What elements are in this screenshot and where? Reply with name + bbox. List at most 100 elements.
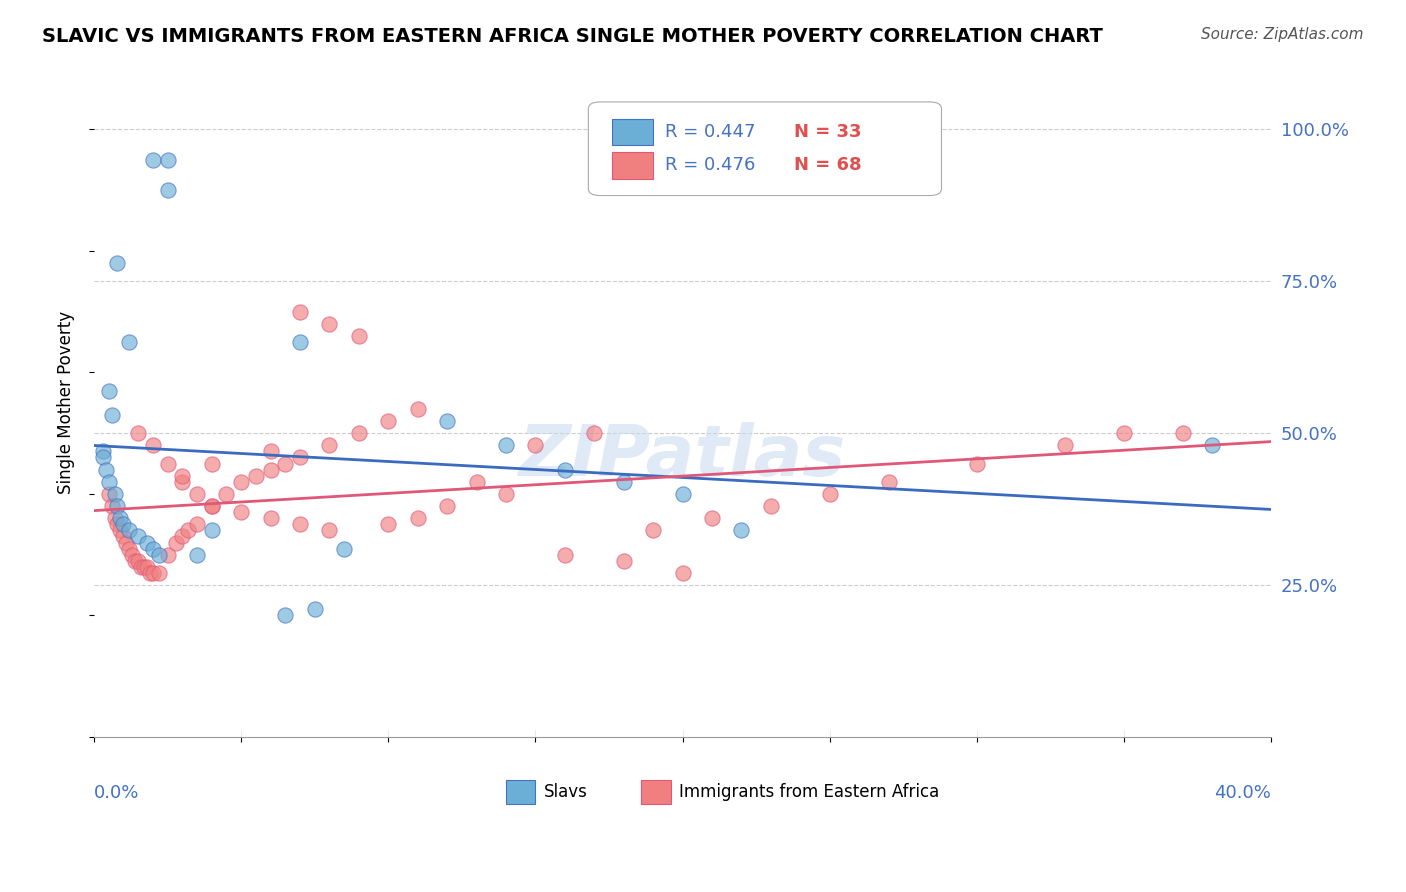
Immigrants from Eastern Africa — [288, 450, 311, 465]
Immigrants from Eastern Africa — [172, 468, 194, 483]
Immigrants from Eastern Africa — [121, 548, 143, 562]
Text: Slavs: Slavs — [544, 783, 588, 801]
Slavs — [436, 414, 458, 428]
Immigrants from Eastern Africa — [97, 487, 120, 501]
Immigrants from Eastern Africa — [201, 499, 224, 513]
Slavs — [127, 529, 149, 543]
Immigrants from Eastern Africa — [318, 524, 340, 538]
Immigrants from Eastern Africa — [245, 468, 267, 483]
Immigrants from Eastern Africa — [186, 517, 208, 532]
Immigrants from Eastern Africa — [215, 487, 238, 501]
Immigrants from Eastern Africa — [129, 559, 152, 574]
Immigrants from Eastern Africa — [377, 414, 399, 428]
Text: N = 68: N = 68 — [794, 156, 862, 175]
Immigrants from Eastern Africa — [1171, 426, 1194, 441]
Immigrants from Eastern Africa — [110, 524, 132, 538]
Slavs — [554, 462, 576, 476]
Slavs — [142, 153, 165, 167]
Immigrants from Eastern Africa — [1112, 426, 1135, 441]
Immigrants from Eastern Africa — [259, 511, 281, 525]
Immigrants from Eastern Africa — [103, 511, 125, 525]
Immigrants from Eastern Africa — [112, 529, 135, 543]
Immigrants from Eastern Africa — [127, 426, 149, 441]
Immigrants from Eastern Africa — [229, 475, 252, 489]
Slavs — [333, 541, 356, 556]
Immigrants from Eastern Africa — [107, 517, 129, 532]
Immigrants from Eastern Africa — [318, 317, 340, 331]
Text: SLAVIC VS IMMIGRANTS FROM EASTERN AFRICA SINGLE MOTHER POVERTY CORRELATION CHART: SLAVIC VS IMMIGRANTS FROM EASTERN AFRICA… — [42, 27, 1104, 45]
Slavs — [118, 524, 141, 538]
Immigrants from Eastern Africa — [288, 517, 311, 532]
Immigrants from Eastern Africa — [288, 304, 311, 318]
Immigrants from Eastern Africa — [172, 475, 194, 489]
Immigrants from Eastern Africa — [259, 444, 281, 458]
Slavs — [730, 524, 752, 538]
Immigrants from Eastern Africa — [318, 438, 340, 452]
Slavs — [201, 524, 224, 538]
Immigrants from Eastern Africa — [613, 554, 636, 568]
Immigrants from Eastern Africa — [671, 566, 693, 580]
Immigrants from Eastern Africa — [148, 566, 170, 580]
Slavs — [103, 487, 125, 501]
Immigrants from Eastern Africa — [347, 329, 370, 343]
Immigrants from Eastern Africa — [142, 566, 165, 580]
Text: 0.0%: 0.0% — [94, 784, 139, 802]
Immigrants from Eastern Africa — [495, 487, 517, 501]
Immigrants from Eastern Africa — [118, 541, 141, 556]
Slavs — [495, 438, 517, 452]
Slavs — [142, 541, 165, 556]
Text: Immigrants from Eastern Africa: Immigrants from Eastern Africa — [679, 783, 939, 801]
Slavs — [288, 334, 311, 349]
Immigrants from Eastern Africa — [135, 559, 157, 574]
Y-axis label: Single Mother Poverty: Single Mother Poverty — [58, 311, 75, 494]
Bar — [612, 152, 652, 178]
Immigrants from Eastern Africa — [177, 524, 200, 538]
Immigrants from Eastern Africa — [186, 487, 208, 501]
Immigrants from Eastern Africa — [274, 457, 297, 471]
Immigrants from Eastern Africa — [127, 554, 149, 568]
Text: 40.0%: 40.0% — [1215, 784, 1271, 802]
Text: R = 0.447: R = 0.447 — [665, 123, 755, 141]
Bar — [641, 780, 671, 804]
Immigrants from Eastern Africa — [259, 462, 281, 476]
Immigrants from Eastern Africa — [877, 475, 900, 489]
Immigrants from Eastern Africa — [406, 511, 429, 525]
Immigrants from Eastern Africa — [966, 457, 988, 471]
Slavs — [91, 444, 114, 458]
Bar — [506, 780, 536, 804]
Immigrants from Eastern Africa — [139, 566, 162, 580]
Immigrants from Eastern Africa — [124, 554, 146, 568]
Immigrants from Eastern Africa — [156, 457, 179, 471]
Immigrants from Eastern Africa — [201, 457, 224, 471]
Immigrants from Eastern Africa — [347, 426, 370, 441]
Immigrants from Eastern Africa — [142, 438, 165, 452]
Immigrants from Eastern Africa — [100, 499, 122, 513]
Text: Source: ZipAtlas.com: Source: ZipAtlas.com — [1201, 27, 1364, 42]
Immigrants from Eastern Africa — [700, 511, 723, 525]
Slavs — [112, 517, 135, 532]
Immigrants from Eastern Africa — [1054, 438, 1077, 452]
Slavs — [107, 256, 129, 270]
Immigrants from Eastern Africa — [165, 535, 187, 549]
Immigrants from Eastern Africa — [818, 487, 841, 501]
Immigrants from Eastern Africa — [132, 559, 155, 574]
Immigrants from Eastern Africa — [156, 548, 179, 562]
Slavs — [97, 384, 120, 398]
Text: R = 0.476: R = 0.476 — [665, 156, 755, 175]
Slavs — [110, 511, 132, 525]
Slavs — [156, 153, 179, 167]
Slavs — [97, 475, 120, 489]
Slavs — [91, 450, 114, 465]
Immigrants from Eastern Africa — [583, 426, 606, 441]
Immigrants from Eastern Africa — [465, 475, 488, 489]
Slavs — [135, 535, 157, 549]
Immigrants from Eastern Africa — [554, 548, 576, 562]
Immigrants from Eastern Africa — [115, 535, 138, 549]
Immigrants from Eastern Africa — [201, 499, 224, 513]
Slavs — [1201, 438, 1223, 452]
Slavs — [118, 334, 141, 349]
Text: N = 33: N = 33 — [794, 123, 862, 141]
Bar — [612, 119, 652, 145]
Slavs — [100, 408, 122, 422]
Slavs — [274, 608, 297, 623]
